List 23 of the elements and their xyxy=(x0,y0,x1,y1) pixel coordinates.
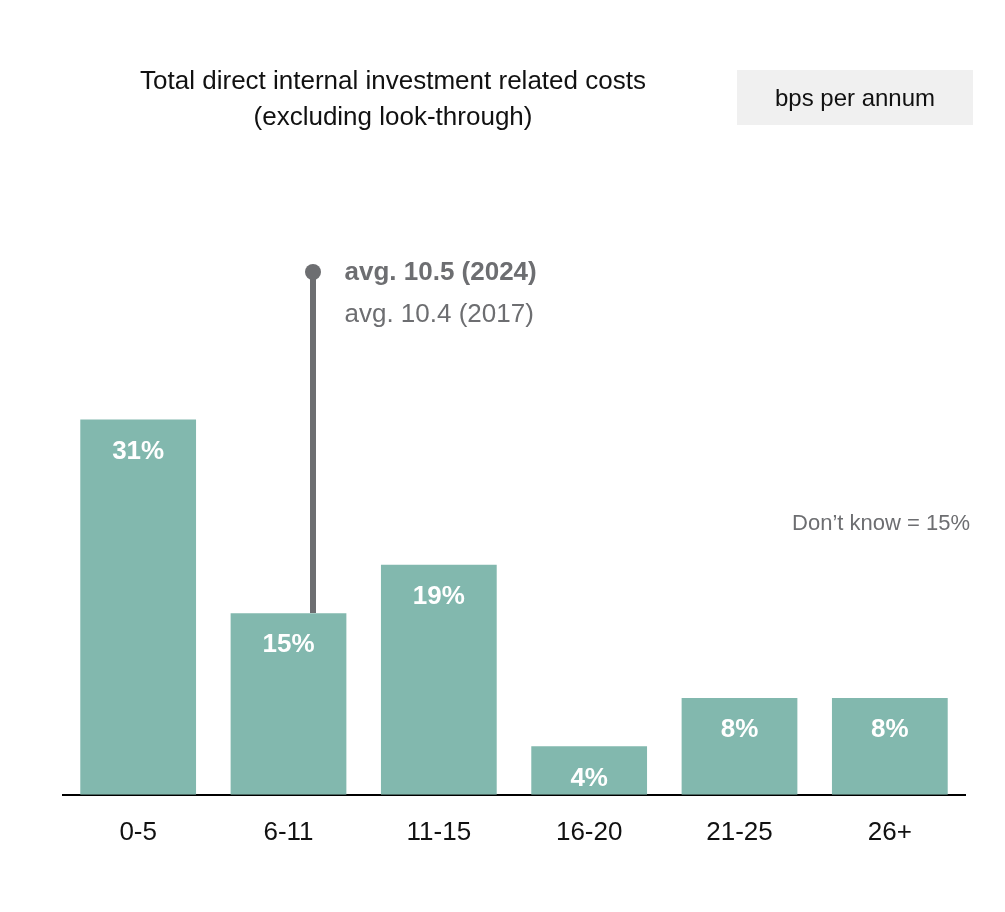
data-label: 31% xyxy=(112,434,165,465)
bar xyxy=(230,613,347,795)
text: avg. 10.5 (2024) xyxy=(344,256,537,287)
data-label: 4% xyxy=(570,761,608,792)
data-label: 15% xyxy=(262,628,315,659)
data-label: 8% xyxy=(871,713,909,744)
bar xyxy=(380,564,497,795)
x-tick-label: 11-15 xyxy=(406,815,472,846)
annotation: Don’t know = 15% xyxy=(792,510,970,536)
x-tick-label: 26+ xyxy=(867,815,912,846)
bar xyxy=(681,697,798,795)
chart-subtitle: bps per annum xyxy=(737,70,973,125)
text: avg. 10.4 (2017) xyxy=(344,298,534,329)
chart-title: Total direct internal investment related costs (excluding look-through) xyxy=(139,64,647,133)
bar xyxy=(531,746,648,795)
x-tick-label: 6-11 xyxy=(263,815,314,846)
bar xyxy=(831,697,948,795)
data-label: 19% xyxy=(412,579,465,610)
x-tick-label: 0-5 xyxy=(119,815,157,846)
bar xyxy=(80,419,197,795)
data-label: 8% xyxy=(720,713,759,744)
x-tick-label: 16-20 xyxy=(555,815,623,846)
x-tick-label: 21-25 xyxy=(706,815,773,846)
